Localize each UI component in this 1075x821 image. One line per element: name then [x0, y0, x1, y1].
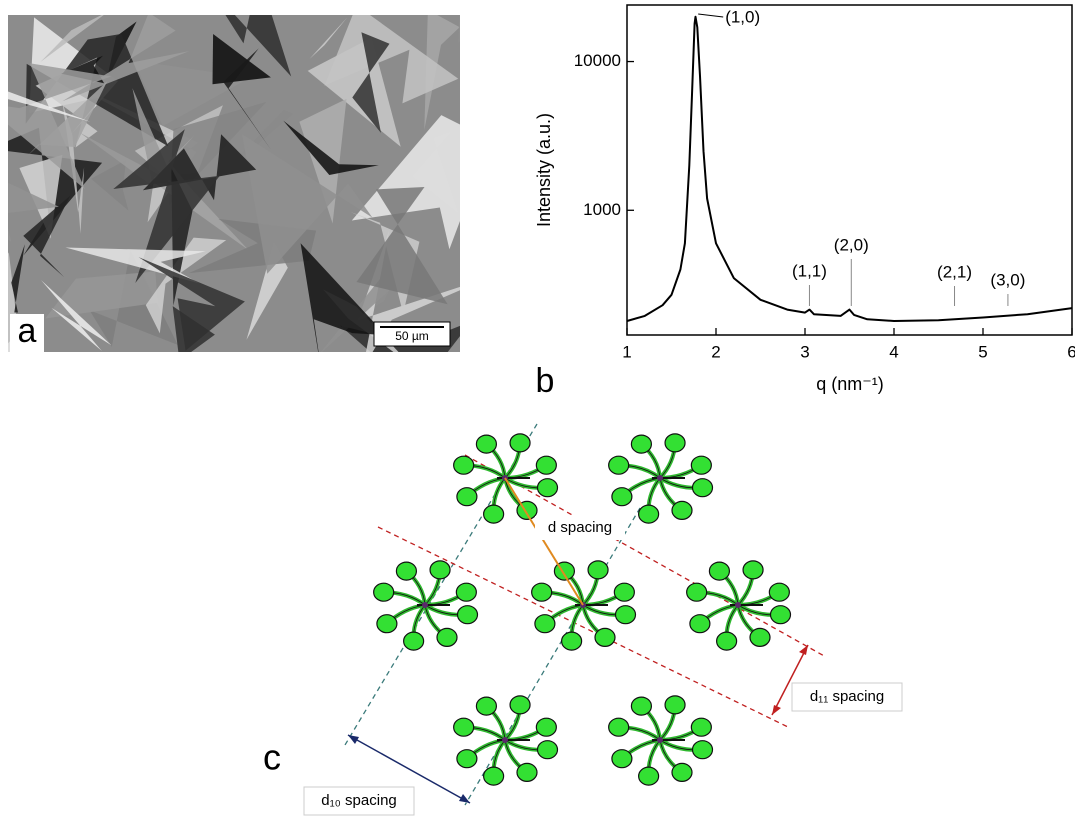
molecule	[687, 561, 791, 650]
blob	[616, 606, 636, 624]
blob	[538, 741, 558, 759]
annotation: (3,0)	[990, 270, 1025, 289]
panel-label: c	[263, 737, 281, 778]
blob	[609, 718, 629, 736]
blob	[536, 456, 556, 474]
blob	[374, 583, 394, 601]
blob	[631, 435, 651, 453]
x-tick-label: 5	[978, 342, 987, 361]
blob	[532, 583, 552, 601]
x-tick-label: 6	[1067, 342, 1075, 361]
blob	[454, 456, 474, 474]
panel-label: b	[536, 362, 555, 400]
blob	[717, 632, 737, 650]
scale-bar-label: 50 µm	[395, 329, 429, 343]
blob	[484, 767, 504, 785]
blob	[536, 718, 556, 736]
blob	[743, 561, 763, 579]
blob	[691, 456, 711, 474]
blob	[612, 750, 632, 768]
molecules	[374, 434, 791, 785]
blob	[687, 583, 707, 601]
blob	[454, 718, 474, 736]
blob	[404, 632, 424, 650]
annotation: (1,0)	[725, 7, 760, 26]
blob	[562, 632, 582, 650]
blob	[665, 696, 685, 714]
blob	[458, 606, 478, 624]
molecule	[532, 561, 636, 650]
blob	[690, 615, 710, 633]
figure: 50 µm a b c 1 2 3 4 5 6 1000 10000 q (nm⁻¹) Inten…	[0, 0, 1075, 816]
annotation: (1,1)	[792, 261, 827, 280]
arrow-head	[348, 735, 359, 744]
blob	[476, 435, 496, 453]
blob	[631, 697, 651, 715]
blob	[535, 615, 555, 633]
blob	[588, 561, 608, 579]
core-dot	[502, 737, 508, 743]
molecule	[609, 696, 713, 785]
core-dot	[735, 602, 741, 608]
blob	[612, 488, 632, 506]
blob	[377, 615, 397, 633]
core-dot	[422, 602, 428, 608]
blob	[484, 505, 504, 523]
chart: 1 2 3 4 5 6 1000 10000 q (nm⁻¹) Intensity (a.u.) (…	[534, 5, 1075, 394]
y-axis-label: Intensity (a.u.)	[534, 113, 554, 227]
blob	[693, 741, 713, 759]
arrow-head	[799, 645, 808, 655]
diagram-label: d₁₁ spacing	[810, 688, 884, 705]
blob	[595, 628, 615, 646]
micrograph	[0, 0, 510, 415]
x-tick-label: 4	[889, 342, 898, 361]
diagram: d spacing d₁₁ spacing d₁₀ spacing	[304, 424, 902, 815]
blob	[769, 583, 789, 601]
diagram-label: d₁₀ spacing	[321, 792, 397, 809]
blob	[672, 501, 692, 519]
y-tick-label: 1000	[583, 200, 621, 219]
blob	[510, 696, 530, 714]
blob	[609, 456, 629, 474]
annotation-line	[698, 14, 723, 17]
panel-label: a	[18, 312, 37, 350]
core-dot	[657, 475, 663, 481]
blob	[476, 697, 496, 715]
molecule	[454, 696, 558, 785]
blob	[437, 628, 457, 646]
blob	[614, 583, 634, 601]
arrow-head	[772, 705, 781, 715]
x-tick-label: 2	[711, 342, 720, 361]
blob	[457, 488, 477, 506]
molecule	[609, 434, 713, 523]
blob	[538, 479, 558, 497]
blob	[396, 562, 416, 580]
x-tick-label: 1	[622, 342, 631, 361]
blob	[672, 763, 692, 781]
blob	[430, 561, 450, 579]
blob	[457, 750, 477, 768]
y-tick-label: 10000	[574, 51, 621, 70]
page: 50 µm a b c 1 2 3 4 5 6 1000 10000 q (nm⁻¹) Inten…	[0, 0, 1075, 821]
blob	[456, 583, 476, 601]
x-axis-label: q (nm⁻¹)	[816, 374, 884, 394]
blob	[639, 505, 659, 523]
blob	[691, 718, 711, 736]
blob	[709, 562, 729, 580]
annotation: (2,1)	[937, 262, 972, 281]
blob	[665, 434, 685, 452]
blob	[693, 479, 713, 497]
blob	[771, 606, 791, 624]
blob	[639, 767, 659, 785]
core-dot	[657, 737, 663, 743]
molecule	[374, 561, 478, 650]
blob	[750, 628, 770, 646]
x-tick-label: 3	[800, 342, 809, 361]
diagram-label: d spacing	[548, 519, 612, 536]
blob	[517, 763, 537, 781]
blob	[510, 434, 530, 452]
annotation: (2,0)	[834, 235, 869, 254]
